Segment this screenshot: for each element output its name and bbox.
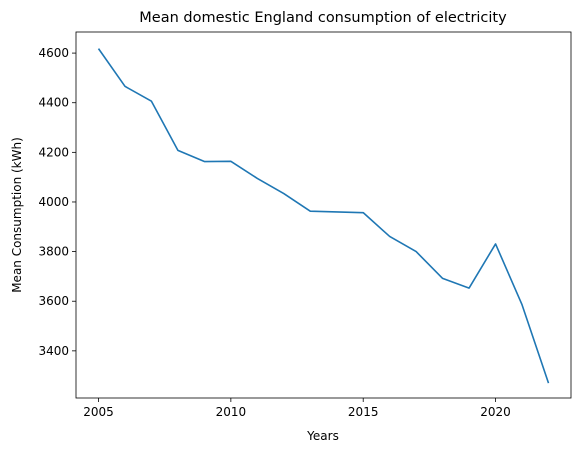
- y-tick-label: 4000: [38, 195, 69, 209]
- x-tick-label: 2020: [480, 405, 511, 419]
- x-tick-label: 2010: [216, 405, 247, 419]
- y-tick-label: 3600: [38, 294, 69, 308]
- series-line: [97, 48, 550, 384]
- y-tick-label: 3400: [38, 344, 69, 358]
- plot-area: 2005 2010 2015 2020 3400 3600 3800 4000 4200 4400…: [38, 31, 572, 419]
- y-tick-label: 3800: [38, 245, 69, 259]
- chart-title: Mean domestic England consumption of ele…: [139, 10, 507, 26]
- x-tick-label: 2015: [348, 405, 379, 419]
- y-tick-label: 4600: [38, 46, 69, 60]
- y-tick-label: 4200: [38, 145, 69, 159]
- y-tick-label: 4400: [38, 96, 69, 110]
- axes-frame: [75, 31, 572, 399]
- x-axis-label: Years: [306, 429, 339, 443]
- y-axis-label: Mean Consumption (kWh): [10, 137, 24, 293]
- x-tick-label: 2005: [83, 405, 114, 419]
